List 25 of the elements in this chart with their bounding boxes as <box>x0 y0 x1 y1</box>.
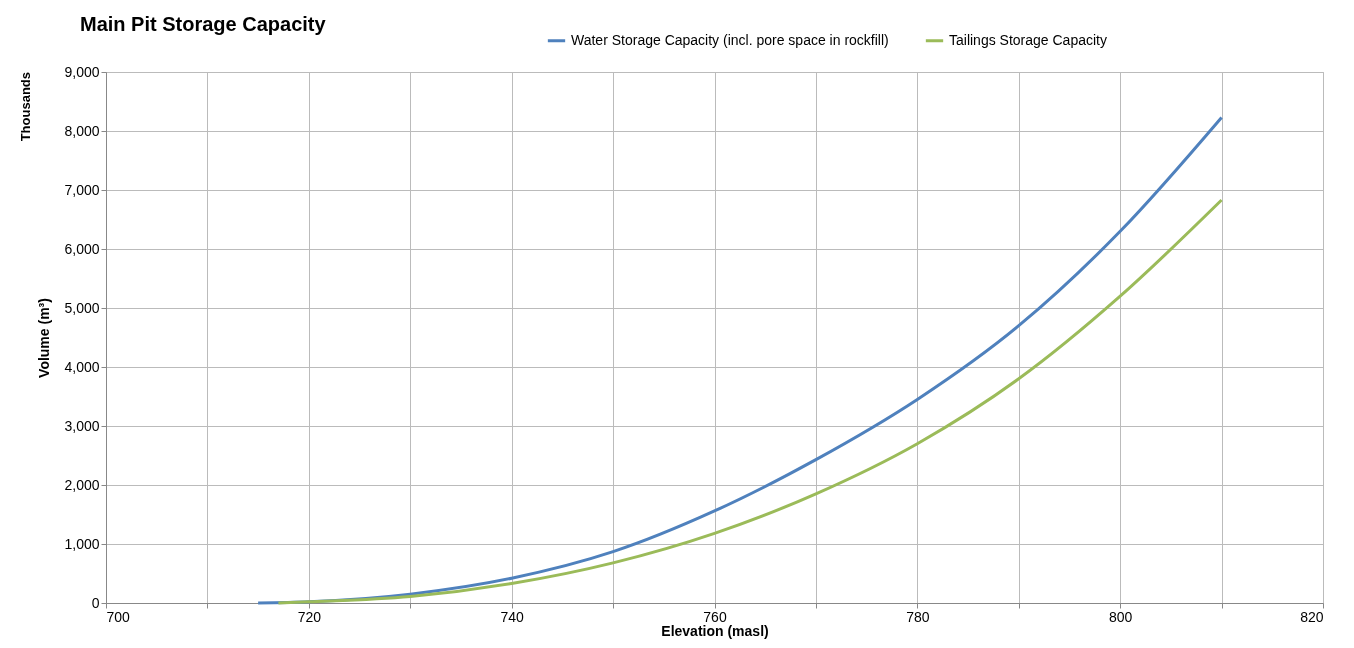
x-tick-label: 780 <box>906 608 930 625</box>
y-tick-label: 8,000 <box>64 122 100 139</box>
y-tick-label: 1,000 <box>64 535 100 552</box>
x-tick-label: 720 <box>297 608 322 625</box>
x-tick-label: 760 <box>703 608 727 625</box>
x-tick-label: 740 <box>500 608 525 625</box>
line-series <box>276 198 1224 605</box>
x-tick-label: 800 <box>1108 608 1133 625</box>
y-tick-label: 7,000 <box>64 181 100 198</box>
x-tick-label: 700 <box>106 608 131 625</box>
y-axis-title: Volume (m³) <box>36 298 53 378</box>
y-tick-label: 0 <box>91 594 100 611</box>
x-axis-title: Elevation (masl) <box>661 622 769 639</box>
chart-title: Main Pit Storage Capacity <box>80 13 327 35</box>
legend-label: Water Storage Capacity (incl. pore space in rockfill) <box>571 31 889 48</box>
x-tick-label: 820 <box>1300 608 1324 625</box>
legend-label: Tailings Storage Capacity <box>949 31 1107 48</box>
y-tick-label: 4,000 <box>64 358 100 375</box>
line-series <box>256 115 1224 605</box>
y-tick-label: 9,000 <box>64 63 100 80</box>
text: Thousands <box>18 72 33 142</box>
y-tick-label: 2,000 <box>64 476 100 493</box>
y-tick-label: 6,000 <box>64 240 100 257</box>
y-tick-label: 5,000 <box>64 299 100 316</box>
y-tick-label: 3,000 <box>64 417 100 434</box>
